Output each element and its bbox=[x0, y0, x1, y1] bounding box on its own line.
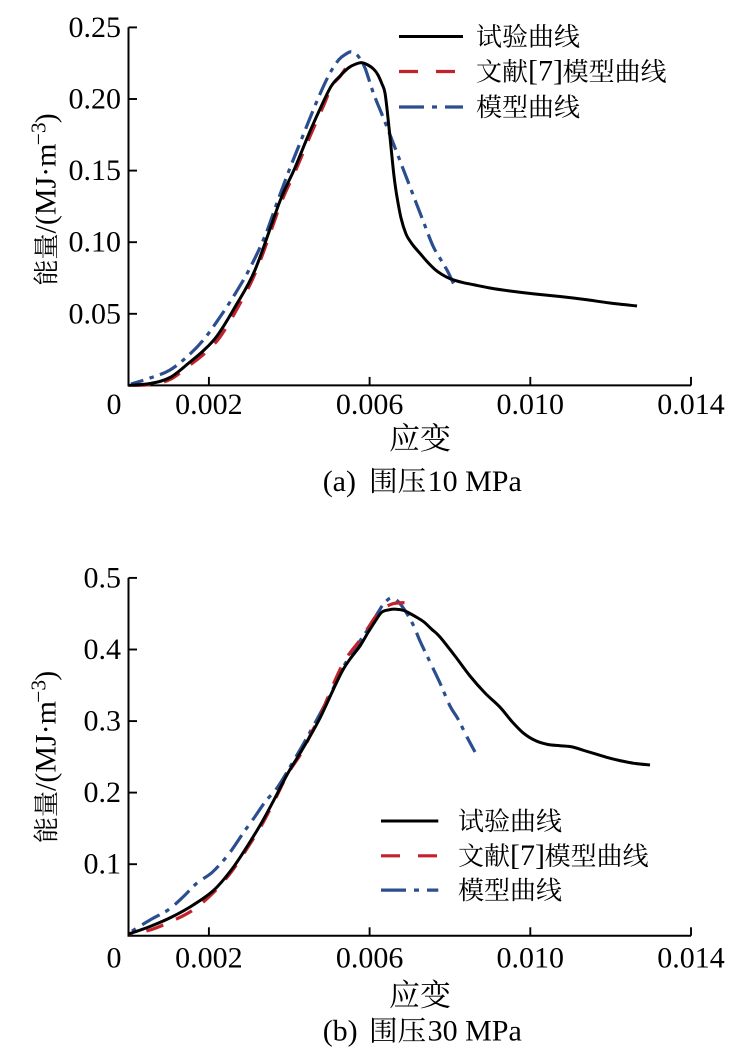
svg-text:0.1: 0.1 bbox=[84, 848, 122, 881]
svg-text:0.014: 0.014 bbox=[657, 388, 725, 421]
svg-text:(b): (b) bbox=[323, 1015, 358, 1048]
svg-text:0.006: 0.006 bbox=[336, 942, 404, 975]
svg-text:−3: −3 bbox=[26, 680, 50, 703]
svg-text:0.4: 0.4 bbox=[84, 633, 122, 666]
svg-text:30 MPa: 30 MPa bbox=[428, 1015, 522, 1048]
svg-text:0.002: 0.002 bbox=[175, 388, 243, 421]
svg-text:0.20: 0.20 bbox=[69, 83, 122, 116]
svg-text:0.014: 0.014 bbox=[657, 942, 725, 975]
svg-text:/(MJ·m: /(MJ·m bbox=[29, 144, 62, 234]
svg-text:0.5: 0.5 bbox=[84, 561, 122, 594]
svg-text:0.15: 0.15 bbox=[69, 154, 122, 187]
svg-text:(a): (a) bbox=[323, 465, 356, 498]
svg-text:): ) bbox=[29, 113, 62, 123]
svg-text:/(MJ·m: /(MJ·m bbox=[29, 701, 62, 791]
svg-text:): ) bbox=[29, 671, 62, 681]
svg-text:0: 0 bbox=[107, 942, 122, 975]
svg-text:0.05: 0.05 bbox=[69, 297, 122, 330]
svg-text:0.006: 0.006 bbox=[336, 388, 404, 421]
svg-text:0.10: 0.10 bbox=[69, 226, 122, 259]
svg-text:0.3: 0.3 bbox=[84, 705, 122, 738]
svg-text:0: 0 bbox=[107, 388, 122, 421]
svg-text:[7]: [7] bbox=[510, 839, 545, 872]
svg-text:[7]: [7] bbox=[528, 55, 563, 88]
svg-text:−3: −3 bbox=[26, 122, 50, 145]
svg-text:0.25: 0.25 bbox=[69, 11, 122, 44]
svg-text:0.002: 0.002 bbox=[175, 942, 243, 975]
svg-text:0.010: 0.010 bbox=[497, 388, 565, 421]
svg-text:10 MPa: 10 MPa bbox=[428, 465, 522, 498]
svg-text:0.2: 0.2 bbox=[84, 776, 122, 809]
svg-text:0.010: 0.010 bbox=[497, 942, 565, 975]
